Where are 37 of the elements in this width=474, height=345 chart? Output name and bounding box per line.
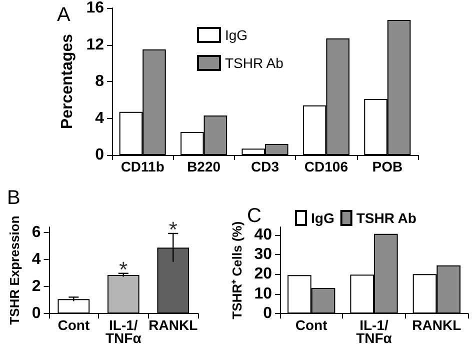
y-tick-label: 40 — [254, 226, 272, 244]
annotation: * — [119, 257, 128, 282]
x-tick-label: IL-1/ TNFα — [356, 317, 392, 345]
y-tick-label: 0 — [32, 305, 41, 322]
y-tick-label: 20 — [254, 266, 272, 283]
x-tick-label: CD106 — [304, 158, 348, 174]
y-axis-title: Percentages — [58, 34, 76, 130]
legend-label: TSHR Ab — [356, 210, 416, 226]
y-tick-label: 4 — [32, 250, 41, 268]
y-tick-label: 10 — [254, 285, 272, 302]
x-tick-label: Cont — [295, 317, 328, 333]
y-tick-label: 2 — [32, 278, 41, 295]
legend-label: IgG — [225, 27, 248, 43]
x-tick-label: POB — [372, 158, 403, 174]
x-tick-label: CD3 — [250, 158, 280, 174]
y-tick-label: 8 — [95, 73, 104, 90]
y-tick-label: 6 — [32, 224, 41, 241]
x-tick-label: Cont — [58, 317, 90, 333]
y-axis-title: TSHR Expression — [7, 216, 22, 325]
x-tick-label: RANKL — [412, 317, 462, 333]
x-tick-label: RANKL — [148, 317, 198, 333]
chart-title: B — [7, 187, 20, 209]
legend-label: TSHR Ab — [225, 55, 284, 71]
y-tick-label: 30 — [254, 246, 272, 264]
y-tick-label: 12 — [86, 36, 104, 54]
y-tick-label: 0 — [95, 146, 104, 164]
y-tick-label: 16 — [86, 0, 104, 16]
x-tick-label: IL-1/ TNFα — [105, 317, 142, 345]
y-tick-label: 0 — [263, 305, 272, 322]
chart-title: C — [247, 205, 262, 227]
annotation: * — [168, 217, 178, 242]
x-tick-label: B220 — [187, 158, 221, 174]
chart-title: A — [57, 4, 71, 26]
x-tick-label: CD11b — [120, 158, 164, 174]
legend-label: IgG — [311, 210, 334, 226]
y-tick-label: 4 — [95, 110, 104, 127]
y-axis-title: TSHR⁺ Cells (%) — [229, 221, 244, 320]
